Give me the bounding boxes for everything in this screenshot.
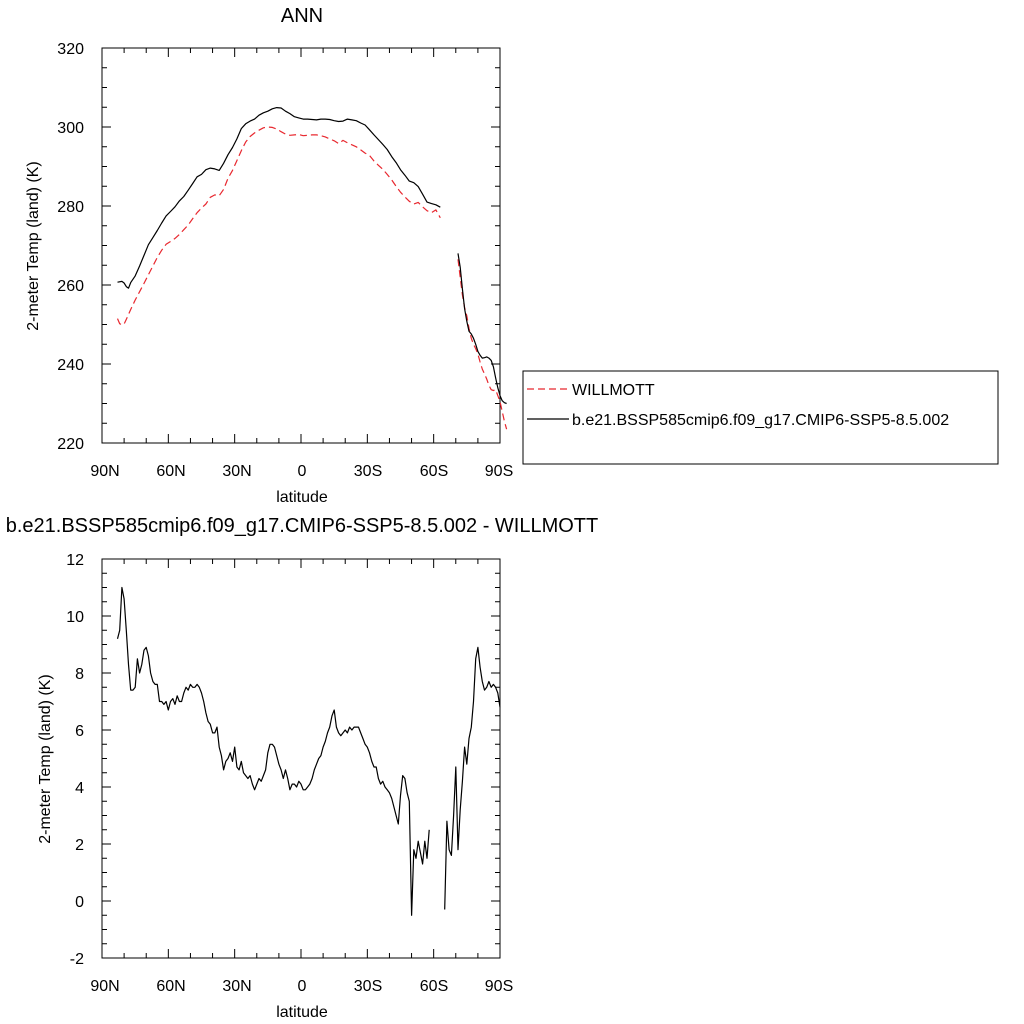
bottom-x-tick-label-90n: 90N [90, 978, 119, 995]
top-x-tick-label-30s: 30S [354, 463, 382, 480]
top-x-tick-label-90s: 90S [485, 463, 513, 480]
top-y-tick-label-320: 320 [57, 41, 84, 58]
top-x-tick-label-60n: 60N [156, 463, 185, 480]
top-y-tick-label-220: 220 [57, 436, 84, 453]
top-y-tick-label-280: 280 [57, 199, 84, 216]
top-series-1-segment-1-line [116, 126, 441, 326]
top-series-1-segment-2-line [457, 259, 508, 430]
bottom-tick-marks [101, 558, 501, 959]
bottom-chart-title: b.e21.BSSP585cmip6.f09_g17.CMIP6-SSP5-8.… [6, 515, 599, 537]
top-x-tick-label-60s: 60S [420, 463, 448, 480]
bottom-series-1-segment-1-line [116, 586, 430, 916]
top-y-axis-label: 2-meter Temp (land) (K) [25, 161, 42, 331]
bottom-plot-frame [101, 558, 501, 959]
top-series-2-segment-2-line [457, 253, 507, 405]
legend-label-model: b.e21.BSSP585cmip6.f09_g17.CMIP6-SSP5-8.… [572, 412, 949, 429]
bottom-x-tick-label-60s: 60S [420, 978, 448, 995]
bottom-y-tick-label-6: 6 [75, 723, 84, 740]
top-y-tick-label-240: 240 [57, 357, 84, 374]
top-x-tick-label-0: 0 [298, 463, 307, 480]
top-plot-frame [101, 47, 501, 444]
bottom-x-tick-label-30n: 30N [222, 978, 251, 995]
legend: WILLMOTT b.e21.BSSP585cmip6.f09_g17.CMIP… [522, 370, 999, 465]
bottom-series-group [116, 586, 501, 916]
bottom-panel: b.e21.BSSP585cmip6.f09_g17.CMIP6-SSP5-8.… [6, 515, 599, 1021]
bottom-x-tick-label-30s: 30S [354, 978, 382, 995]
legend-box [522, 370, 999, 465]
top-x-axis-label: latitude [276, 489, 328, 506]
top-x-tick-label-30n: 30N [222, 463, 251, 480]
legend-label-willmott: WILLMOTT [572, 382, 655, 399]
top-series-group [116, 106, 508, 430]
top-tick-marks [101, 47, 501, 444]
bottom-x-tick-label-0: 0 [298, 978, 307, 995]
bottom-y-tick-label-4: 4 [75, 780, 84, 797]
bottom-y-tick-label-0: 0 [75, 894, 84, 911]
bottom-x-tick-label-60n: 60N [156, 978, 185, 995]
bottom-y-tick-label-12: 12 [66, 552, 84, 569]
bottom-series-1-segment-2-line [444, 646, 501, 910]
bottom-y-tick-label-m2: -2 [70, 951, 84, 968]
top-chart-title: ANN [281, 5, 323, 27]
top-x-tick-label-90n: 90N [90, 463, 119, 480]
bottom-y-axis-label: 2-meter Temp (land) (K) [37, 674, 54, 844]
top-y-tick-label-300: 300 [57, 120, 84, 137]
top-panel: ANN 90N 60N 30N 0 30S 60S 90S 220 240 26… [25, 5, 513, 506]
top-series-2-segment-1-line [117, 106, 441, 289]
bottom-y-tick-label-2: 2 [75, 837, 84, 854]
bottom-x-tick-label-90s: 90S [485, 978, 513, 995]
bottom-y-tick-label-8: 8 [75, 666, 84, 683]
top-y-tick-label-260: 260 [57, 278, 84, 295]
bottom-y-tick-label-10: 10 [66, 609, 84, 626]
bottom-x-axis-label: latitude [276, 1004, 328, 1021]
